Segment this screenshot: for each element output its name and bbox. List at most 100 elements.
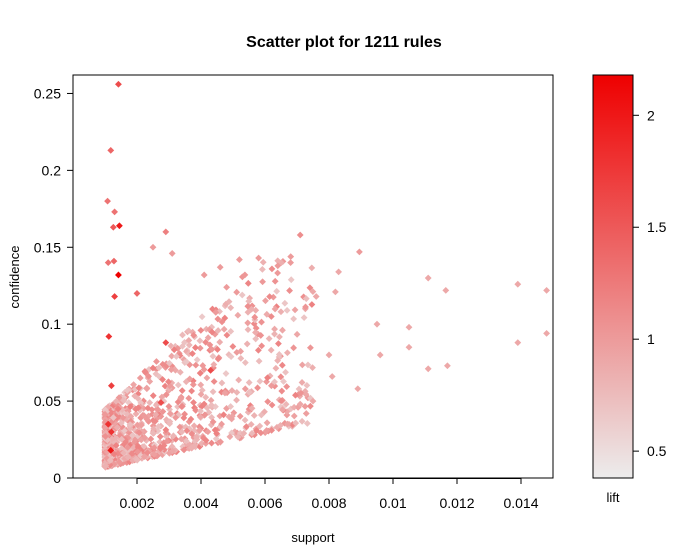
rule-point (196, 337, 204, 345)
rule-point (101, 410, 109, 418)
rule-point (116, 222, 123, 230)
rule-point (514, 339, 522, 347)
rule-point (163, 437, 171, 445)
rule-point (123, 387, 131, 394)
rule-point (214, 315, 222, 323)
rule-point (276, 333, 283, 341)
rule-point (233, 288, 241, 296)
rule-point (376, 351, 384, 359)
rule-point (166, 410, 174, 418)
rule-point (273, 287, 281, 295)
rule-point (110, 257, 118, 265)
y-tick-label: 0.1 (42, 316, 62, 332)
rule-point (268, 265, 276, 273)
rule-point (195, 423, 203, 431)
rule-point (272, 364, 280, 372)
rule-point (223, 283, 230, 291)
rule-point (186, 375, 194, 383)
rule-point (290, 403, 298, 411)
rule-point (258, 342, 266, 350)
rule-point (236, 429, 244, 437)
rule-point (167, 366, 175, 374)
rule-point (259, 258, 267, 266)
rule-point (149, 429, 157, 437)
rule-point (176, 368, 184, 376)
rule-point (124, 444, 132, 451)
rule-point (105, 333, 113, 340)
rule-point (240, 429, 248, 437)
y-axis-label: confidence (7, 246, 22, 309)
rule-point (227, 304, 235, 312)
rule-point (190, 331, 198, 339)
rule-point (208, 328, 216, 336)
rule-point (293, 330, 301, 338)
rule-point (298, 379, 306, 386)
rule-point (282, 368, 289, 376)
rule-point (209, 418, 217, 426)
rule-point (118, 423, 126, 431)
x-tick-label: 0.01 (379, 495, 406, 511)
rule-point (162, 426, 170, 434)
rule-point (264, 374, 271, 382)
lift-legend: 0.5 1 1.5 2 lift (592, 74, 667, 505)
rule-point (248, 302, 256, 310)
rule-point (132, 405, 140, 413)
rule-point (213, 430, 221, 437)
rule-point (166, 420, 174, 428)
rule-point (258, 265, 266, 273)
rule-point (137, 399, 145, 407)
rule-point (176, 423, 184, 431)
rule-point (271, 277, 279, 285)
rule-point (302, 390, 310, 398)
rule-point (277, 397, 285, 405)
rule-point (253, 427, 260, 434)
rule-point (175, 411, 182, 419)
rule-point (206, 326, 213, 333)
rule-point (309, 364, 316, 372)
rule-point (109, 223, 117, 231)
rule-point (152, 370, 160, 378)
rule-point (278, 361, 286, 369)
rule-point (133, 290, 141, 297)
rule-point (284, 349, 291, 357)
rule-point (267, 346, 275, 354)
rule-point (241, 359, 249, 367)
rule-point (271, 330, 278, 338)
rule-point (209, 352, 217, 360)
rule-point (196, 369, 204, 377)
rule-point (218, 420, 225, 428)
rule-point (118, 435, 126, 443)
rule-point (244, 308, 252, 316)
rule-point (118, 419, 125, 427)
rule-point (149, 392, 157, 400)
rule-point (166, 406, 173, 413)
rule-point (271, 378, 278, 386)
rule-point (154, 406, 162, 413)
rule-point (140, 412, 148, 420)
rule-point (161, 382, 169, 390)
rule-point (221, 389, 229, 397)
rule-point (120, 397, 128, 404)
rule-point (442, 286, 450, 294)
rule-point (144, 449, 151, 457)
rule-point (193, 356, 201, 364)
rule-point (300, 314, 308, 321)
rule-point (248, 429, 256, 437)
rule-point (160, 397, 168, 405)
rule-point (263, 427, 271, 434)
rule-point (241, 385, 249, 393)
rule-point (180, 446, 188, 454)
rule-point (112, 397, 120, 405)
rule-point (243, 340, 251, 348)
x-tick-label: 0.012 (439, 495, 474, 511)
rule-point (104, 197, 111, 205)
rule-point (136, 374, 144, 382)
rule-point (306, 402, 314, 410)
rule-point (204, 428, 212, 436)
rule-point (277, 308, 285, 316)
y-tick-label: 0.15 (34, 239, 61, 255)
rule-point (200, 271, 208, 279)
rule-point (177, 435, 185, 443)
rule-point (196, 413, 204, 421)
rule-point (124, 407, 132, 415)
